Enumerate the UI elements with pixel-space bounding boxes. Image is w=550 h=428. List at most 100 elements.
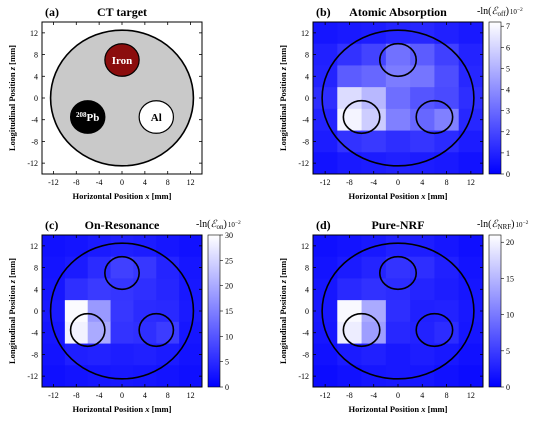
heatmap-cell <box>410 278 435 301</box>
colorbar-tick-label: 7 <box>506 22 510 31</box>
heatmap-cell <box>133 343 157 366</box>
heatmap-cell <box>179 300 203 323</box>
heatmap-cell <box>313 256 338 279</box>
heatmap-cell <box>133 365 157 388</box>
heatmap-cells <box>313 235 484 388</box>
heatmap-cell <box>179 235 203 258</box>
heatmap-cell <box>385 321 411 344</box>
heatmap-cell <box>313 130 338 153</box>
heatmap-cell <box>458 343 484 366</box>
heatmap-cell <box>385 87 411 110</box>
y-tick-label: -8 <box>31 137 38 146</box>
heatmap-cell <box>361 256 387 279</box>
panel-letter: (c) <box>45 218 58 232</box>
x-tick-label: 4 <box>143 391 147 400</box>
y-tick-label: 0 <box>305 307 309 316</box>
heatmap-cell <box>87 256 111 279</box>
panel-title: On-Resonance <box>85 218 160 232</box>
heatmap-cell <box>133 300 157 323</box>
colorbar-tick-label: 20 <box>506 238 514 247</box>
material-label-iron: Iron <box>112 55 133 67</box>
y-tick-label: 0 <box>305 94 309 103</box>
x-tick-label: -4 <box>370 178 377 187</box>
x-tick-label: -8 <box>346 178 353 187</box>
x-tick-label: 8 <box>166 178 170 187</box>
heatmap-cell <box>64 235 89 258</box>
heatmap-cell <box>133 278 157 301</box>
heatmap-cell <box>361 43 387 66</box>
heatmap-cell <box>434 43 460 66</box>
heatmap-cell <box>458 235 484 258</box>
x-tick-label: 4 <box>420 391 424 400</box>
colorbar <box>207 234 221 388</box>
heatmap-cell <box>458 256 484 279</box>
heatmap-cell <box>110 235 134 258</box>
material-iron <box>104 43 140 77</box>
x-axis-label: Horizontal Position x [mm] <box>349 404 448 414</box>
x-tick-label: -12 <box>320 178 331 187</box>
heatmap-cell <box>434 65 460 88</box>
x-tick-label: 12 <box>467 178 475 187</box>
x-tick-label: -12 <box>320 391 331 400</box>
y-tick-label: 8 <box>34 264 38 273</box>
x-tick-label: -8 <box>346 391 353 400</box>
material-outline <box>415 312 454 348</box>
heatmap-cell <box>87 343 111 366</box>
heatmap-cell <box>64 278 89 301</box>
heatmap-cell <box>434 235 460 258</box>
heatmap-cell <box>385 130 411 153</box>
heatmap-cell <box>385 343 411 366</box>
target-outline <box>321 242 475 380</box>
colorbar-tick-label: 2 <box>506 128 510 137</box>
x-axis-label: Horizontal Position x [mm] <box>73 191 172 201</box>
colorbar-tick-label: 0 <box>225 383 229 392</box>
y-tick-label: 0 <box>34 307 38 316</box>
heatmap-cell <box>337 87 362 110</box>
heatmap-cell <box>110 365 134 388</box>
heatmap-cell <box>64 300 89 323</box>
heatmap-cell <box>133 256 157 279</box>
heatmap-cell <box>361 321 387 344</box>
colorbar-tick-label: 5 <box>225 358 229 367</box>
heatmap-cell <box>337 130 362 153</box>
heatmap-cells <box>313 22 484 175</box>
y-tick-label: 12 <box>301 29 309 38</box>
y-tick-label: -4 <box>31 116 38 125</box>
heatmap-cell <box>42 235 66 258</box>
heatmap-cell <box>313 87 338 110</box>
heatmap-cell <box>458 43 484 66</box>
heatmap-cell <box>458 87 484 110</box>
y-tick-label: 12 <box>301 242 309 251</box>
material-outline <box>378 42 418 78</box>
heatmap-cell <box>385 300 411 323</box>
y-axis-label: Longitudinal Position z [mm] <box>7 45 17 151</box>
heatmap-cell <box>87 300 111 323</box>
heatmap-cell <box>458 108 484 131</box>
heatmap-cell <box>458 300 484 323</box>
heatmap-cell <box>337 343 362 366</box>
heatmap-cell <box>337 65 362 88</box>
heatmap-cell <box>458 321 484 344</box>
heatmap-cell <box>361 87 387 110</box>
heatmap-cell <box>458 130 484 153</box>
y-tick-label: -4 <box>302 329 309 338</box>
heatmap-cell <box>64 256 89 279</box>
y-tick-label: -4 <box>302 116 309 125</box>
heatmap-cell <box>361 278 387 301</box>
colorbar <box>488 21 502 175</box>
heatmap-cell <box>337 43 362 66</box>
x-tick-label: 0 <box>396 391 400 400</box>
colorbar-tick-label: 1 <box>506 149 510 158</box>
y-tick-label: -8 <box>302 350 309 359</box>
heatmap-cell <box>434 278 460 301</box>
heatmap-cell <box>313 43 338 66</box>
heatmap-cell <box>385 152 411 175</box>
heatmap-cell <box>410 152 435 175</box>
y-tick-label: -4 <box>31 329 38 338</box>
x-tick-label: -4 <box>96 178 103 187</box>
x-tick-label: 12 <box>187 178 195 187</box>
heatmap-cell <box>361 130 387 153</box>
heatmap-cell <box>410 365 435 388</box>
heatmap-cell <box>156 365 180 388</box>
y-tick-label: 4 <box>305 285 309 294</box>
